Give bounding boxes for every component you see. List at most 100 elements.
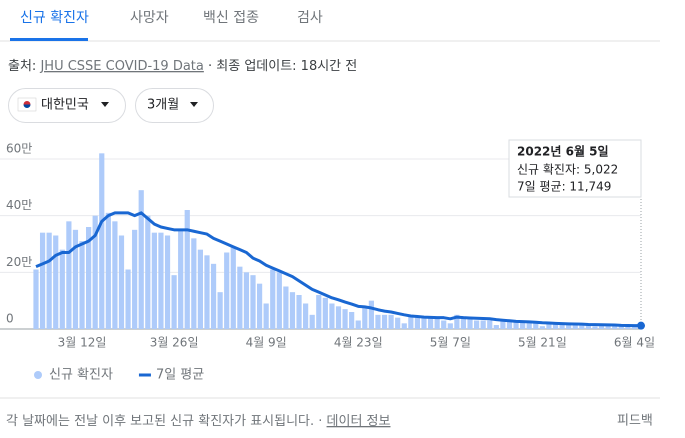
x-tick-label: 3월 12일	[58, 336, 107, 350]
bar	[164, 235, 171, 329]
tab-underline	[10, 38, 88, 41]
data-info-link[interactable]: 데이터 정보	[327, 414, 391, 429]
bar	[441, 320, 447, 329]
bar	[618, 325, 624, 329]
bar	[184, 210, 190, 329]
bar	[316, 295, 322, 329]
bar	[53, 235, 59, 329]
tab[interactable]: 검사	[297, 10, 323, 26]
bar	[467, 317, 473, 329]
tooltip-title: 2022년 6월 5일	[517, 144, 609, 159]
bar	[303, 303, 309, 329]
tooltip-line: 7일 평균: 11,749	[517, 180, 611, 194]
legend-label: 신규 확진자	[49, 368, 113, 383]
bar	[250, 275, 256, 329]
bar	[342, 309, 348, 329]
bar	[204, 255, 210, 329]
bar	[46, 232, 52, 329]
x-tick-label: 3월 26일	[150, 336, 199, 350]
bar	[99, 153, 105, 329]
source-line: 출처: JHU CSSE COVID-19 Data · 최종 업데이트: 18…	[8, 59, 357, 74]
range-label: 3개월	[147, 98, 179, 113]
bar	[33, 269, 39, 329]
bar	[552, 323, 559, 329]
bar	[526, 321, 532, 329]
tab[interactable]: 백신 접종	[203, 10, 259, 26]
country-dropdown[interactable]	[8, 88, 126, 123]
note: 각 날짜에는 전날 이후 보고된 신규 확진자가 표시됩니다. ·	[6, 414, 322, 429]
bar	[243, 272, 250, 329]
bar	[480, 320, 486, 329]
flag	[17, 97, 37, 112]
footer-note: 각 날짜에는 전날 이후 보고된 신규 확진자가 표시됩니다. · 데이터 정보	[6, 414, 391, 429]
bar	[158, 232, 164, 329]
bar	[224, 252, 230, 329]
bar	[105, 212, 111, 329]
bar	[460, 317, 467, 329]
bar	[513, 320, 519, 329]
y-tick-label: 60만	[6, 142, 32, 156]
bar	[408, 314, 414, 329]
bar	[500, 319, 506, 329]
plot: 0 20만 40만 60만 3월 12일 3월 26일 4월 9일 4월 23일 5월 7일 5월…	[0, 139, 655, 383]
bar	[381, 314, 388, 329]
bar	[86, 227, 92, 329]
bar	[546, 322, 552, 329]
bar	[539, 326, 545, 329]
range-dropdown[interactable]	[135, 88, 214, 123]
bar	[145, 215, 151, 329]
bar	[92, 215, 98, 329]
bar	[296, 295, 302, 329]
feedback-link[interactable]: 피드백	[617, 414, 653, 429]
bar	[625, 326, 631, 329]
bar	[612, 325, 618, 329]
x-tick-label: 5월 21일	[518, 336, 567, 350]
bar	[592, 326, 598, 329]
bar	[572, 323, 578, 329]
source-link[interactable]: JHU CSSE COVID-19 Data	[39, 59, 203, 74]
x-tick-label: 4월 23일	[334, 336, 383, 350]
updated: · 최종 업데이트: 18시간 전	[208, 59, 357, 74]
bar	[66, 221, 72, 329]
tooltip-line: 신규 확진자: 5,022	[517, 163, 618, 177]
bar	[401, 323, 407, 329]
bar	[362, 306, 368, 329]
hover-dot	[637, 321, 645, 330]
x-tick-label: 5월 7일	[430, 336, 471, 350]
bar	[434, 317, 440, 329]
bar	[375, 314, 381, 329]
dropdown-arrow	[190, 102, 198, 107]
bar	[487, 320, 493, 329]
tab-active[interactable]: 신규 확진자	[20, 10, 89, 26]
tab[interactable]: 사망자	[130, 10, 169, 26]
bar	[118, 235, 125, 329]
bar	[138, 190, 144, 329]
bar	[579, 324, 585, 329]
bar	[322, 297, 328, 329]
bar	[197, 249, 204, 329]
bar	[447, 323, 453, 329]
legend-label: 7일 평균	[156, 368, 204, 383]
legend-swatch	[34, 371, 42, 379]
bar	[329, 303, 335, 329]
bar	[217, 292, 223, 329]
bar	[395, 317, 401, 329]
bar	[79, 241, 85, 329]
average-line	[35, 211, 642, 328]
bar	[171, 275, 177, 329]
bar	[585, 325, 591, 329]
y-tick-label: 40만	[6, 198, 32, 212]
bar	[388, 314, 394, 329]
bar	[355, 320, 361, 329]
bar	[368, 300, 374, 329]
bar	[263, 303, 269, 329]
bar	[132, 229, 138, 329]
bar	[289, 292, 296, 329]
bar	[39, 232, 46, 329]
bar	[237, 266, 243, 329]
bar	[230, 246, 236, 329]
bar	[178, 229, 184, 329]
bar	[473, 320, 480, 329]
